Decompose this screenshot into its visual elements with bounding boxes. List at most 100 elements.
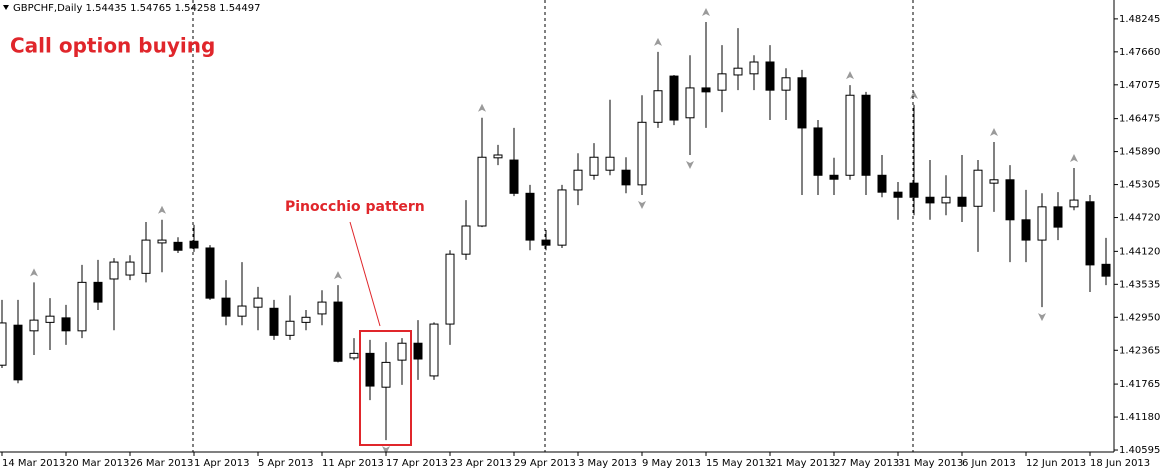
x-tick-label: 29 Apr 2013 <box>514 458 576 469</box>
fractal-up <box>1070 153 1078 162</box>
candle-body <box>813 127 823 176</box>
candle-body <box>989 179 999 184</box>
y-tick-label: 1.44720 <box>1119 213 1160 224</box>
x-tick-label: 11 Apr 2013 <box>322 458 384 469</box>
candle-body <box>653 90 663 123</box>
x-tick-label: 18 Jun 2013 <box>1090 458 1150 469</box>
x-tick-label: 26 Mar 2013 <box>130 458 193 469</box>
candle-body <box>45 315 55 323</box>
candle-body <box>349 352 359 359</box>
y-tick-label: 1.48245 <box>1119 14 1160 25</box>
y-tick-label: 1.44120 <box>1119 246 1160 257</box>
x-tick-label: 9 May 2013 <box>642 458 701 469</box>
fractal-up <box>654 37 662 46</box>
candle-body <box>189 240 199 249</box>
fractal-up <box>30 268 38 277</box>
x-tick-label: 14 Mar 2013 <box>2 458 65 469</box>
candle-body <box>237 305 247 317</box>
candle-body <box>685 87 695 119</box>
y-tick-label: 1.47660 <box>1119 47 1160 58</box>
strategy-label: Call option buying <box>10 34 215 58</box>
candle-body <box>29 319 39 332</box>
candle-body <box>413 342 423 360</box>
candle-body <box>925 196 935 204</box>
candle-body <box>829 174 839 180</box>
candle-body <box>973 169 983 207</box>
fractal-up <box>846 71 854 80</box>
x-tick-label: 17 Apr 2013 <box>386 458 448 469</box>
y-tick-label: 1.47075 <box>1119 80 1160 91</box>
plot-area <box>0 7 1111 455</box>
candle-body <box>461 225 471 255</box>
candle-body <box>445 253 455 325</box>
fractal-up <box>334 271 342 280</box>
pattern-box <box>359 330 412 446</box>
candle-body <box>365 352 375 387</box>
candle-body <box>957 196 967 207</box>
candle-body <box>893 191 903 198</box>
candle-body <box>381 361 391 388</box>
y-tick-label: 1.43535 <box>1119 279 1160 290</box>
candle-body <box>909 182 919 198</box>
candle-body <box>221 297 231 317</box>
candle-body <box>109 261 119 280</box>
candle-body <box>13 324 23 381</box>
candle-body <box>509 159 519 194</box>
candle-body <box>573 169 583 191</box>
candle-body <box>781 77 791 91</box>
candle-body <box>93 281 103 303</box>
fractal-down <box>1038 313 1046 322</box>
candle-body <box>141 239 151 274</box>
y-tick-label: 1.42365 <box>1119 345 1160 356</box>
x-tick-label: 1 Apr 2013 <box>194 458 249 469</box>
candle-body <box>205 247 215 299</box>
x-tick-label: 6 Jun 2013 <box>962 458 1016 469</box>
pattern-pointer <box>349 221 381 327</box>
x-tick-label: 12 Jun 2013 <box>1026 458 1086 469</box>
x-tick-label: 15 May 2013 <box>706 458 771 469</box>
fractal-up <box>910 90 918 99</box>
fractal-up <box>478 103 486 112</box>
candle-body <box>1021 219 1031 241</box>
candle-body <box>301 316 311 323</box>
fractal-down <box>638 201 646 210</box>
candle-body <box>525 192 535 241</box>
candle-body <box>861 94 871 176</box>
y-tick-label: 1.45890 <box>1119 147 1160 158</box>
candle-body <box>157 239 167 244</box>
x-tick-label: 27 May 2013 <box>834 458 899 469</box>
candle-body <box>797 77 807 129</box>
candle-body <box>493 154 503 159</box>
fractal-up <box>702 7 710 16</box>
candle-body <box>125 261 135 276</box>
x-tick-label: 31 May 2013 <box>898 458 963 469</box>
candle-body <box>941 196 951 204</box>
candle-body <box>1005 179 1015 221</box>
candle-body <box>1101 263 1111 277</box>
candle-body <box>0 322 7 366</box>
candle-body <box>541 239 551 246</box>
candle-body <box>717 73 727 91</box>
x-tick-label: 3 May 2013 <box>578 458 637 469</box>
candle-body <box>397 342 407 361</box>
fractal-up <box>158 205 166 214</box>
y-tick-label: 1.46475 <box>1119 114 1160 125</box>
candle-body <box>61 317 71 332</box>
x-tick-label: 5 Apr 2013 <box>258 458 313 469</box>
candle-body <box>253 297 263 308</box>
candle-body <box>557 189 567 246</box>
candle-body <box>749 61 759 75</box>
fractal-up <box>990 128 998 137</box>
candle-body <box>637 121 647 186</box>
candle-body <box>765 61 775 91</box>
candle-body <box>589 156 599 176</box>
candle-body <box>477 156 487 227</box>
y-tick-label: 1.40595 <box>1119 445 1160 456</box>
candle-body <box>317 301 327 315</box>
fractal-down <box>382 446 390 455</box>
candle-body <box>1069 199 1079 208</box>
candle-body <box>429 323 439 377</box>
candle-body <box>701 87 711 93</box>
